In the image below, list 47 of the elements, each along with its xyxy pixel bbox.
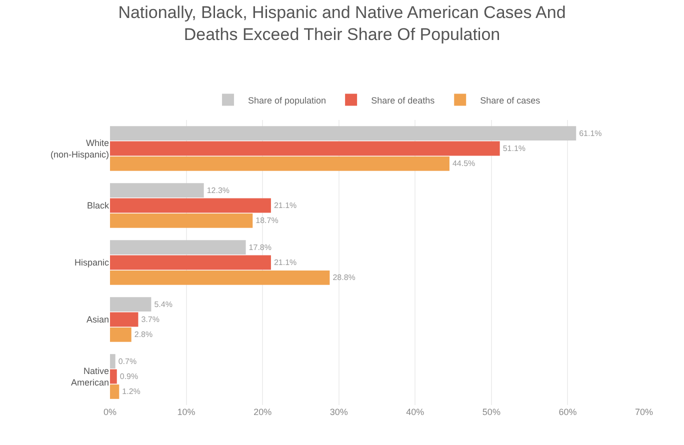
bar	[110, 354, 116, 369]
data-label: 21.1%	[274, 258, 297, 267]
data-label: 0.9%	[120, 372, 138, 381]
y-tick-label: Hispanic	[74, 258, 110, 268]
bar	[110, 369, 117, 384]
bar	[110, 156, 450, 171]
data-label: 61.1%	[579, 128, 602, 138]
legend-label: Share of deaths	[371, 95, 436, 106]
x-tick-label: 20%	[254, 407, 272, 417]
bar	[110, 312, 138, 327]
data-label: 28.8%	[332, 273, 356, 282]
bar	[110, 183, 204, 198]
data-label: 1.2%	[122, 387, 140, 396]
data-label: 17.8%	[248, 242, 272, 252]
bar	[110, 255, 271, 270]
x-tick-label: 10%	[177, 407, 196, 417]
x-tick-label: 50%	[482, 407, 500, 417]
x-tick-label: 40%	[406, 407, 424, 417]
bar	[110, 126, 576, 141]
x-tick-label: 70%	[634, 407, 654, 417]
data-label: 5.4%	[154, 300, 172, 309]
chart-title: Nationally, Black, Hispanic and Native American Cases And Deaths Exceed Their Share Of Population	[118, 2, 566, 44]
bar	[110, 297, 152, 312]
data-label: 2.8%	[134, 330, 153, 340]
bar	[110, 327, 132, 342]
data-label: 3.7%	[141, 315, 160, 324]
y-tick-label: Native American	[70, 366, 109, 388]
legend-label: Share of population	[248, 95, 326, 106]
bar	[110, 270, 330, 285]
x-tick-label: 60%	[558, 407, 577, 417]
data-label: 18.7%	[256, 216, 278, 226]
bar	[110, 198, 271, 213]
y-tick-label: Asian	[86, 314, 109, 325]
y-tick-label: Black	[86, 200, 110, 211]
data-label: 12.3%	[206, 186, 230, 195]
data-label: 44.5%	[452, 159, 476, 168]
x-tick-label: 0%	[103, 407, 117, 417]
data-label: 21.1%	[274, 201, 297, 210]
bar	[110, 213, 253, 228]
bar	[110, 384, 120, 399]
data-label: 51.1%	[502, 144, 526, 153]
data-label: 0.7%	[118, 356, 137, 366]
legend-label: Share of cases	[480, 95, 541, 106]
bar	[110, 240, 246, 255]
x-tick-label: 30%	[330, 407, 348, 417]
bar	[110, 141, 500, 156]
y-tick-label: White (non-Hispanic)	[50, 138, 109, 160]
